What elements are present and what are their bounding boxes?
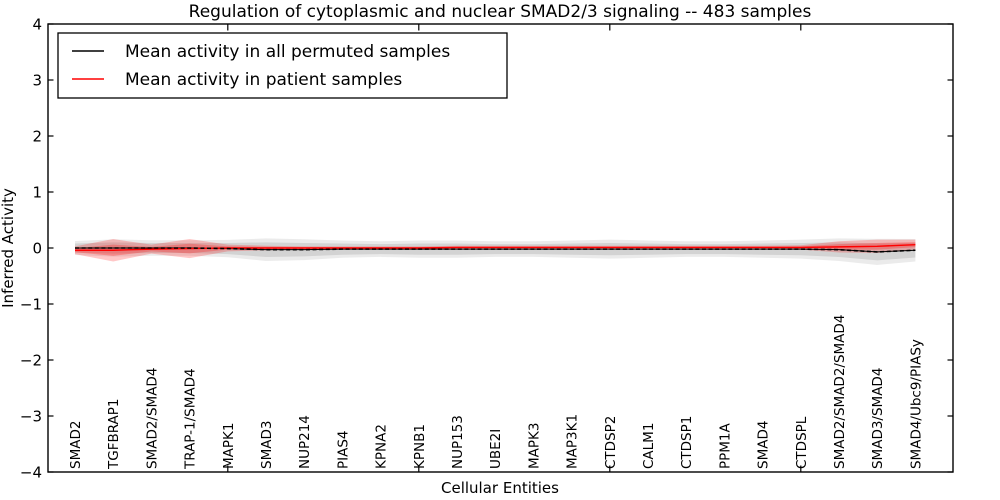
plot-area: 4 3 2 1 0 −1 −2 −3 −4 SMAD2 TGFBRAP1 SMAD2/SMAD4 TRA… [20,16,953,482]
x-axis-label: Cellular Entities [441,479,559,497]
x-tick-label: CTDSP2 [603,416,619,469]
y-tick-label: 0 [32,240,42,258]
x-tick-label: SMAD4 [756,421,772,469]
x-tick-label: PIAS4 [335,430,351,469]
x-tick-label: MAPK3 [526,423,542,469]
x-tick-label: CTDSPL [794,416,810,469]
x-tick-label: MAPK1 [221,423,237,469]
y-tick-label: −1 [20,296,42,314]
x-tick-label: NUP153 [450,415,466,469]
legend-label-patient: Mean activity in patient samples [125,70,402,90]
x-tick-label: SMAD4/Ubc9/PIASy [908,339,924,469]
x-tick-label: UBE2I [488,429,504,469]
y-tick-label: −4 [20,464,42,482]
y-tick-label: 4 [32,16,42,34]
x-tick-label: TGFBRAP1 [106,398,122,470]
x-tick-label: SMAD3/SMAD4 [870,368,886,469]
x-tick-label: TRAP-1/SMAD4 [183,368,199,470]
x-tick-label: PPM1A [717,422,733,469]
x-tick-label: CTDSP1 [679,416,695,469]
y-tick-label: 1 [32,184,42,202]
permuted-mean-dashes [75,247,916,253]
x-tick-label: SMAD2/SMAD4 [144,368,160,469]
legend: Mean activity in all permuted samples Me… [57,32,508,99]
y-tick-label: −2 [20,352,42,370]
legend-box [57,32,508,99]
legend-label-permuted: Mean activity in all permuted samples [125,42,450,62]
x-tick-label: MAP3K1 [565,414,581,469]
patient-band-outer [75,239,916,262]
y-tick-label: 3 [32,72,42,90]
x-tick-label: KPNA2 [374,424,390,469]
x-tick-label: SMAD3 [259,421,275,469]
y-tick-label: −3 [20,408,42,426]
x-tick-label: SMAD2 [68,421,84,469]
y-tick-label: 2 [32,128,42,146]
x-tick-label: CALM1 [641,423,657,469]
permuted-band-outer [75,238,916,265]
chart-title: Regulation of cytoplasmic and nuclear SM… [189,2,812,22]
y-axis-label: Inferred Activity [0,188,17,308]
x-tick-label: NUP214 [297,415,313,469]
x-tick-label: SMAD2/SMAD2/SMAD4 [832,315,848,469]
x-tick-label: KPNB1 [412,424,428,469]
